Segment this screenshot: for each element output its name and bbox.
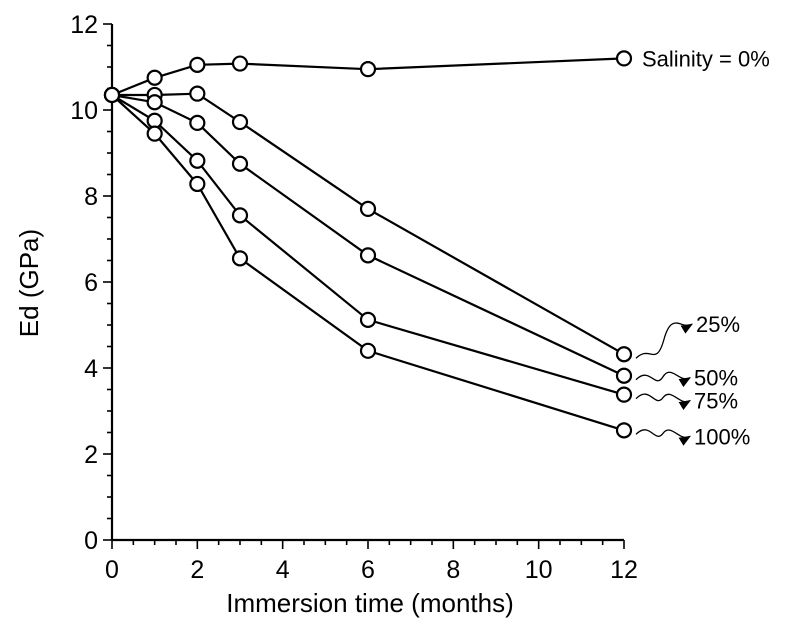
series-label: 100% bbox=[694, 424, 750, 449]
series-annotations: Salinity = 0% 25% 50%75% 100% bbox=[636, 46, 770, 449]
data-point bbox=[617, 369, 631, 383]
x-tick-label: 0 bbox=[105, 556, 119, 584]
data-point bbox=[148, 95, 162, 109]
x-tick-label: 12 bbox=[610, 556, 638, 584]
y-tick-label: 10 bbox=[70, 97, 98, 125]
data-point bbox=[361, 313, 375, 327]
data-point bbox=[190, 177, 204, 191]
series-arrow bbox=[636, 372, 690, 380]
data-point bbox=[233, 251, 247, 265]
data-point bbox=[105, 88, 119, 102]
data-point bbox=[190, 116, 204, 130]
y-tick-label: 6 bbox=[84, 269, 98, 297]
series-arrow bbox=[636, 323, 692, 358]
data-point bbox=[617, 51, 631, 65]
series-label: 25% bbox=[696, 312, 740, 337]
y-axis-title: Ed (GPa) bbox=[14, 229, 44, 337]
series-label: 75% bbox=[694, 389, 738, 414]
data-point bbox=[617, 388, 631, 402]
x-axis-title: Immersion time (months) bbox=[226, 588, 514, 618]
data-point bbox=[361, 248, 375, 262]
data-point bbox=[190, 87, 204, 101]
series-layer bbox=[105, 51, 631, 437]
series-group bbox=[105, 88, 631, 383]
data-point bbox=[617, 423, 631, 437]
data-point bbox=[361, 62, 375, 76]
data-point bbox=[617, 347, 631, 361]
y-tick-label: 12 bbox=[70, 11, 98, 39]
data-point bbox=[233, 115, 247, 129]
y-tick-label: 4 bbox=[84, 355, 98, 383]
data-point bbox=[148, 127, 162, 141]
data-point bbox=[233, 157, 247, 171]
data-point bbox=[148, 71, 162, 85]
y-tick-label: 2 bbox=[84, 441, 98, 469]
x-tick-label: 8 bbox=[446, 556, 460, 584]
data-point bbox=[361, 344, 375, 358]
x-tick-label: 6 bbox=[361, 556, 375, 584]
series-arrow bbox=[636, 394, 690, 402]
series-label: 50% bbox=[694, 366, 738, 391]
series-arrow bbox=[636, 430, 690, 438]
y-tick-label: 8 bbox=[84, 183, 98, 211]
y-tick-label: 0 bbox=[84, 527, 98, 555]
x-tick-label: 4 bbox=[276, 556, 290, 584]
x-tick-label: 2 bbox=[190, 556, 204, 584]
data-point bbox=[361, 202, 375, 216]
data-point bbox=[233, 57, 247, 71]
series-line bbox=[112, 95, 624, 376]
data-point bbox=[190, 58, 204, 72]
data-point bbox=[233, 208, 247, 222]
data-point bbox=[190, 154, 204, 168]
x-tick-label: 10 bbox=[525, 556, 553, 584]
series-label: Salinity = 0% bbox=[642, 46, 770, 71]
